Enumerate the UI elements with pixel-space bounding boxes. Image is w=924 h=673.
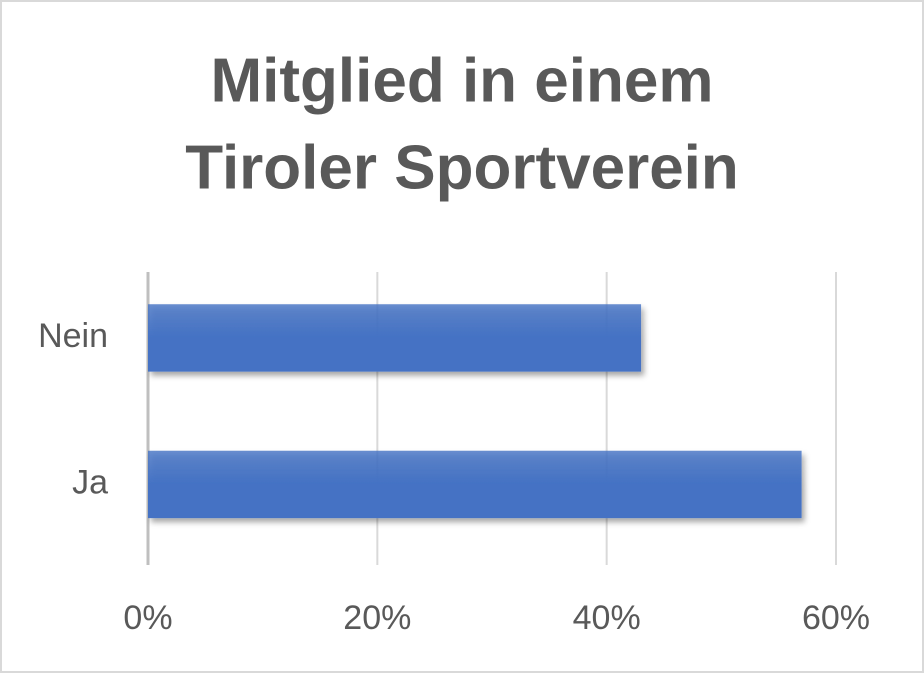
y-tick-label: Nein xyxy=(38,317,108,355)
x-tick-label: 20% xyxy=(343,599,411,637)
bar xyxy=(148,450,802,519)
x-tick-label: 60% xyxy=(802,599,870,637)
y-tick-label: Ja xyxy=(72,463,108,501)
bar xyxy=(148,304,642,372)
chart-title: Mitglied in einem xyxy=(211,46,714,115)
x-tick-label: 0% xyxy=(123,599,172,637)
x-tick-label: 40% xyxy=(573,599,641,637)
chart-title: Tiroler Sportverein xyxy=(185,133,739,202)
